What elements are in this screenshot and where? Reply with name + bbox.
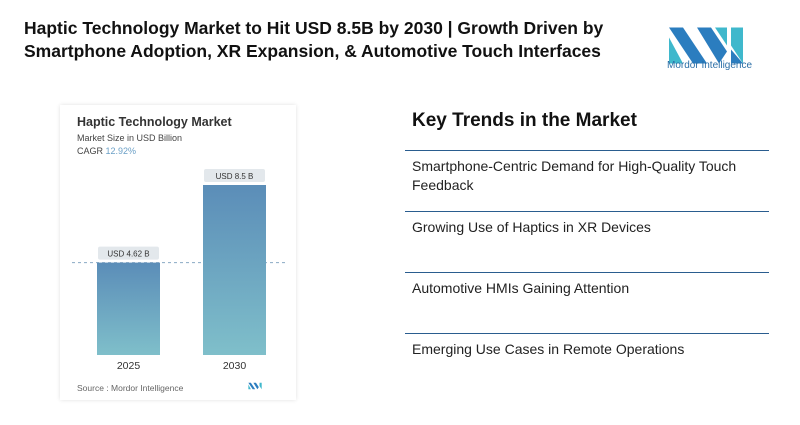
trend-item: Automotive HMIs Gaining Attention [405,272,769,298]
chart-title: Haptic Technology Market [77,115,232,129]
trend-item: Emerging Use Cases in Remote Operations [405,333,769,359]
cagr: CAGR 12.92% [77,146,136,156]
key-trends-heading: Key Trends in the Market [412,110,637,131]
trend-item: Smartphone-Centric Demand for High-Quali… [405,150,769,195]
chart-card: Haptic Technology Market Market Size in … [60,105,296,400]
chart-subtitle: Market Size in USD Billion [77,133,183,143]
data-label: USD 8.5 B [216,172,254,181]
x-tick-label: 2030 [223,360,247,372]
data-label-box [204,169,265,182]
x-tick-label: 2025 [117,360,141,372]
chart-source: Source : Mordor Intelligence [77,383,184,393]
cagr-label: CAGR [77,146,104,156]
bar-2025 [97,262,160,355]
logo-text: Mordor Intelligence [667,60,753,71]
trend-item: Growing Use of Haptics in XR Devices [405,211,769,237]
bar-2030 [203,185,266,355]
cagr-value: 12.92% [105,146,137,156]
data-label-box [98,246,159,260]
bar-chart: USD 4.62 B 2025 USD 8.5 B 2030 [72,169,288,372]
page-title: Haptic Technology Market to Hit USD 8.5B… [24,18,604,61]
data-label: USD 4.62 B [107,250,149,259]
source-logo-icon [248,382,262,390]
mordor-intelligence-logo [669,27,743,64]
